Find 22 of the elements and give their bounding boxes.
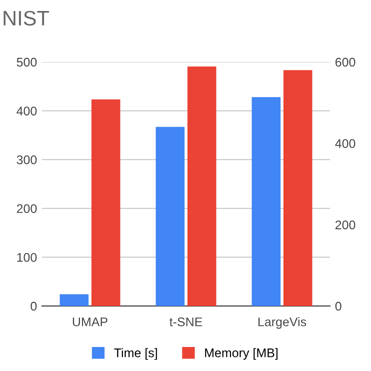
y-tick-label: 400 xyxy=(16,106,37,116)
legend-label: Time [s] xyxy=(114,348,157,360)
x-tick-label: LargeVis xyxy=(258,317,306,329)
y-tick-label: 100 xyxy=(17,253,37,262)
y2-tick-label: 400 xyxy=(335,139,356,148)
chart-title: NIST xyxy=(4,10,49,26)
legend-label: Memory [MB] xyxy=(205,348,278,360)
y-tick-label: 500 xyxy=(16,58,37,67)
y2-tick-label: 0 xyxy=(335,302,342,311)
y2-tick-label: 200 xyxy=(335,220,356,230)
bar xyxy=(187,66,216,306)
x-tick-label: UMAP xyxy=(72,318,108,326)
y2-tick-label: 600 xyxy=(335,58,356,67)
bar xyxy=(91,99,120,306)
bar xyxy=(156,126,185,306)
bar xyxy=(60,294,89,306)
bar xyxy=(252,97,281,306)
y-tick-label: 300 xyxy=(16,155,37,164)
x-tick-label: t-SNE xyxy=(170,317,202,326)
y-tick-label: 0 xyxy=(30,302,37,311)
y-tick-label: 200 xyxy=(16,204,37,214)
bar xyxy=(283,70,312,306)
